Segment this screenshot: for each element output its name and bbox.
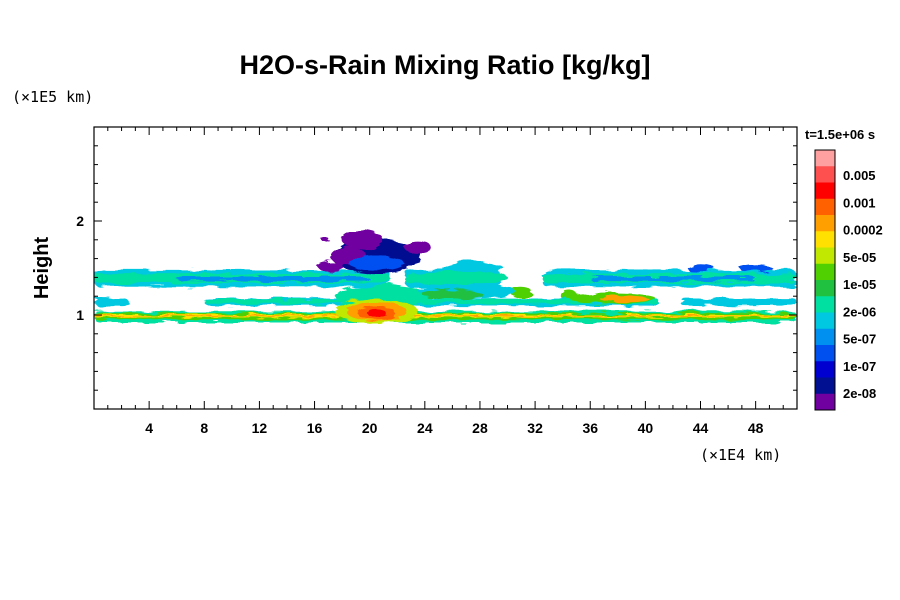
- colorbar-label: 0.005: [843, 168, 876, 183]
- colorbar-label: 1e-07: [843, 359, 876, 374]
- colorbar-frame: [814, 149, 836, 411]
- x-tick-label: 48: [748, 420, 764, 436]
- colorbar-swatch: [815, 280, 835, 297]
- band-outer: [94, 298, 129, 306]
- rain-cell: [366, 309, 387, 317]
- colorbar-swatch: [815, 263, 835, 281]
- tower-side: [317, 261, 345, 271]
- colorbar-swatch: [815, 296, 835, 313]
- band-core: [590, 276, 756, 282]
- y-tick-label: 2: [76, 213, 84, 229]
- band-core: [176, 276, 370, 282]
- cloud-bump: [599, 296, 650, 302]
- colorbar-swatch: [815, 231, 835, 248]
- colorbar-swatch: [815, 328, 835, 346]
- cloud-fragment: [686, 264, 715, 272]
- tower-side: [404, 241, 432, 253]
- x-tick-label: 28: [472, 420, 488, 436]
- colorbar: 0.005 0.001 0.0002 5e-05 1e-05 2e-06 5e-07 1e-0…: [814, 149, 883, 411]
- y-axis-label: Height: [31, 237, 53, 300]
- x-tick-label: 40: [638, 420, 654, 436]
- x-tick-label: 4: [145, 420, 153, 436]
- chart-title: H2O-s-Rain Mixing Ratio [kg/kg]: [239, 50, 650, 80]
- x-tick-label: 12: [252, 420, 268, 436]
- colorbar-label: 0.001: [843, 195, 876, 210]
- colorbar-swatch: [815, 150, 835, 167]
- x-tick-label: 16: [307, 420, 323, 436]
- x-tick-label: 20: [362, 420, 378, 436]
- colorbar-swatch: [815, 393, 835, 411]
- x-tick-label: 8: [200, 420, 208, 436]
- band-inner: [204, 299, 660, 304]
- tower-base: [349, 255, 405, 271]
- cloud-bump: [411, 270, 508, 284]
- colorbar-swatch: [815, 166, 835, 183]
- cloud-bump: [422, 289, 483, 300]
- colorbar-label: 2e-06: [843, 304, 876, 319]
- colorbar-label: 0.0002: [843, 223, 883, 238]
- x-tick-label: 36: [582, 420, 598, 436]
- colorbar-swatch: [815, 345, 835, 362]
- colorbar-swatch: [815, 182, 835, 200]
- colorbar-swatch: [815, 312, 835, 330]
- rain-maximum: [335, 299, 418, 324]
- cloud-layer-upper: [94, 261, 797, 302]
- plot-frame: [93, 126, 798, 410]
- x-tick-label: 24: [417, 420, 433, 436]
- tower-top: [342, 230, 384, 250]
- colorbar-label: 1e-05: [843, 277, 876, 292]
- colorbar-swatch: [815, 247, 835, 265]
- y-unit-label: (×1E5 km): [12, 88, 93, 106]
- band-core: [94, 315, 797, 317]
- cloud-layer-middle: [94, 283, 797, 308]
- colorbar-swatch: [815, 361, 835, 378]
- colorbar-label: 5e-07: [843, 332, 876, 347]
- band-outer: [679, 298, 797, 306]
- colorbar-label: 2e-08: [843, 386, 876, 401]
- x-tick-label: 32: [527, 420, 543, 436]
- cloud-fragment: [510, 287, 533, 298]
- colorbar-label: 5e-05: [843, 250, 876, 265]
- colorbar-swatch: [815, 215, 835, 232]
- convective-tower: [317, 230, 432, 274]
- cloud-fragment: [739, 264, 773, 272]
- rain-layer-lower: [94, 311, 797, 323]
- x-unit-label: (×1E4 km): [700, 446, 781, 464]
- time-label: t=1.5e+06 s: [805, 127, 875, 142]
- x-tick-label: 44: [693, 420, 709, 436]
- y-tick-label: 1: [76, 307, 84, 323]
- colorbar-swatch: [815, 198, 835, 216]
- tower-speck: [321, 237, 330, 242]
- field-layer: [94, 230, 797, 324]
- colorbar-swatch: [815, 377, 835, 395]
